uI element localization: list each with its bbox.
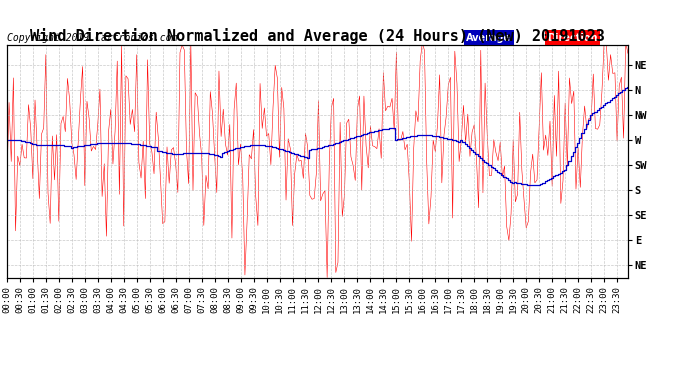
Title: Wind Direction Normalized and Average (24 Hours) (New) 20191023: Wind Direction Normalized and Average (2… xyxy=(30,28,605,44)
Text: Average: Average xyxy=(466,33,511,43)
Text: Copyright 2019 Cartronics.com: Copyright 2019 Cartronics.com xyxy=(7,33,177,43)
Text: Direction: Direction xyxy=(547,33,598,43)
